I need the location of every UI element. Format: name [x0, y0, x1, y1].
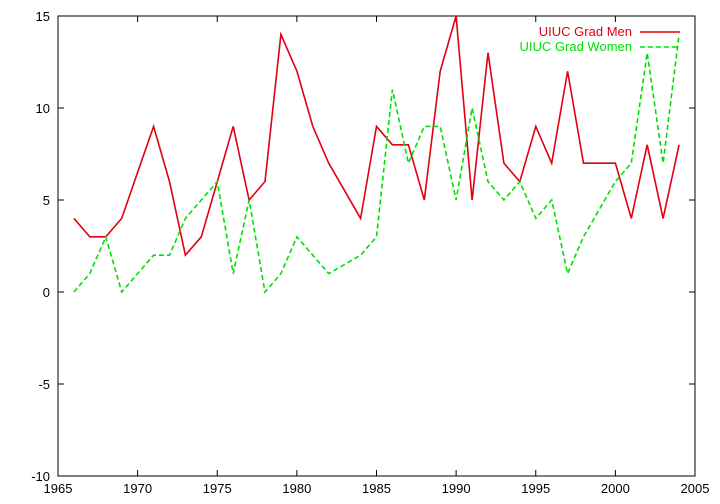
x-tick-label: 1970	[123, 481, 152, 496]
y-tick-label: -5	[38, 377, 50, 392]
legend-label: UIUC Grad Men	[539, 24, 632, 39]
axes: 1965 1970 1975 1980 1985 1990 1995 2000 2005 -10 -…	[31, 9, 709, 496]
x-tick-label: 1995	[521, 481, 550, 496]
x-tick-label: 2005	[681, 481, 710, 496]
series-line-men	[73, 15, 680, 257]
x-tick-label: 1975	[203, 481, 232, 496]
plot-frame	[57, 15, 696, 477]
y-tick-label: 0	[43, 285, 50, 300]
series-group	[73, 15, 680, 294]
x-tick-label: 1985	[362, 481, 391, 496]
y-tick-label: 10	[36, 101, 50, 116]
x-tick-label: 1965	[44, 481, 73, 496]
y-tick-label: -10	[31, 469, 50, 484]
x-tick-label: 2000	[601, 481, 630, 496]
y-tick-label: 5	[43, 193, 50, 208]
x-tick-label: 1980	[282, 481, 311, 496]
legend-label: UIUC Grad Women	[520, 39, 632, 54]
series-line-women	[73, 34, 680, 294]
x-tick-label: 1990	[442, 481, 471, 496]
y-tick-label: 15	[36, 9, 50, 24]
